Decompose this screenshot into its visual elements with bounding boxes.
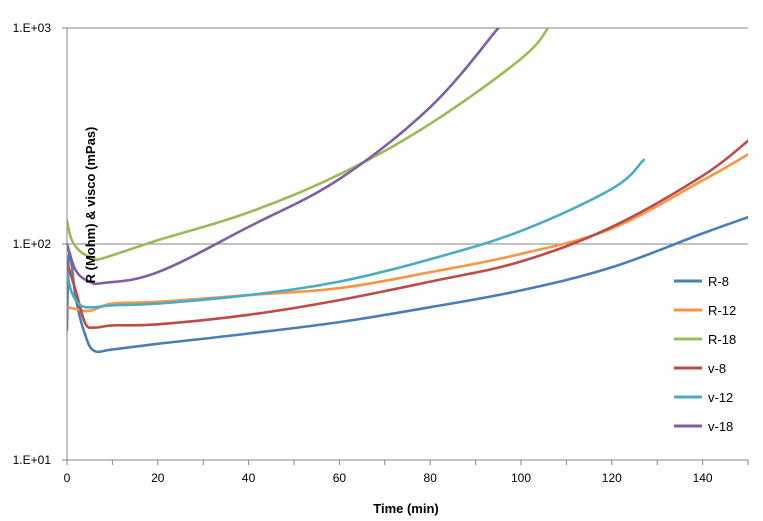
- legend-label-r-18: R-18: [708, 332, 736, 347]
- grid: [67, 27, 748, 245]
- x-tick-label-6: 120: [602, 471, 622, 485]
- series-line-v-12: [67, 158, 645, 309]
- x-axis-title: Time (min): [373, 501, 439, 516]
- y-tick-label-0: 1.E+01: [13, 453, 52, 467]
- y-tick-label-1: 1.E+02: [13, 237, 52, 251]
- x-tick-label-3: 60: [333, 471, 347, 485]
- series-line-v-18: [67, 28, 500, 286]
- x-tick-label-2: 40: [242, 471, 256, 485]
- y-tick-label-2: 1.E+03: [13, 21, 52, 35]
- axes: [62, 27, 749, 465]
- y-axis-title: R (Mohm) & visco (mPas): [83, 127, 98, 284]
- legend: R-8 R-12 R-18 v-8 v-12 v-18: [674, 274, 736, 434]
- series-lines: [67, 28, 748, 354]
- tick-labels: 1.E+01 1.E+02 1.E+03 0 20 40 60 80 100 120 140: [13, 21, 713, 485]
- series-line-r-12: [67, 153, 748, 313]
- series-line-v-8: [67, 139, 748, 330]
- x-tick-label-0: 0: [64, 471, 71, 485]
- series-line-r-18: [67, 28, 550, 262]
- legend-label-v-18: v-18: [708, 419, 733, 434]
- x-tick-label-4: 80: [424, 471, 438, 485]
- legend-label-r-12: R-12: [708, 303, 736, 318]
- legend-label-v-8: v-8: [708, 361, 726, 376]
- x-tick-label-5: 100: [511, 471, 531, 485]
- legend-label-r-8: R-8: [708, 274, 729, 289]
- x-tick-label-1: 20: [151, 471, 165, 485]
- x-tick-label-7: 140: [693, 471, 713, 485]
- legend-label-v-12: v-12: [708, 390, 733, 405]
